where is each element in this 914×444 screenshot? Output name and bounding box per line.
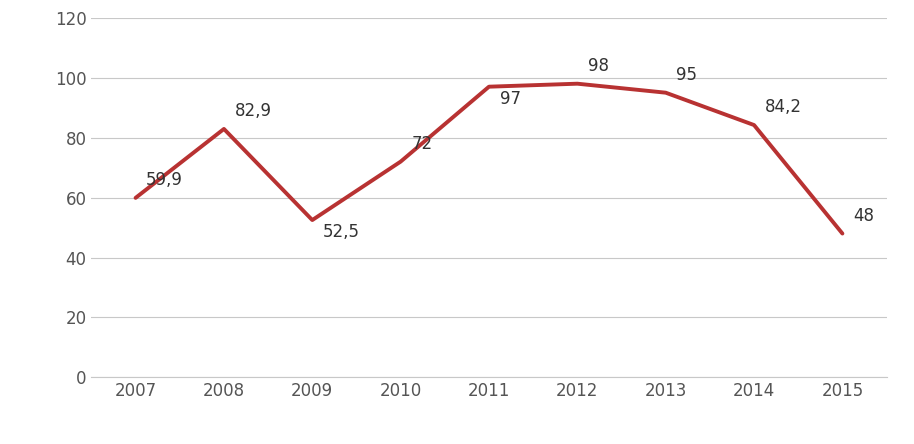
- Text: 48: 48: [853, 206, 874, 225]
- Text: 82,9: 82,9: [235, 102, 271, 120]
- Text: 72: 72: [411, 135, 432, 153]
- Text: 95: 95: [676, 66, 697, 84]
- Text: 52,5: 52,5: [323, 223, 360, 241]
- Text: 97: 97: [500, 90, 521, 108]
- Text: 59,9: 59,9: [146, 171, 183, 189]
- Text: 98: 98: [588, 57, 609, 75]
- Text: 84,2: 84,2: [765, 98, 802, 116]
